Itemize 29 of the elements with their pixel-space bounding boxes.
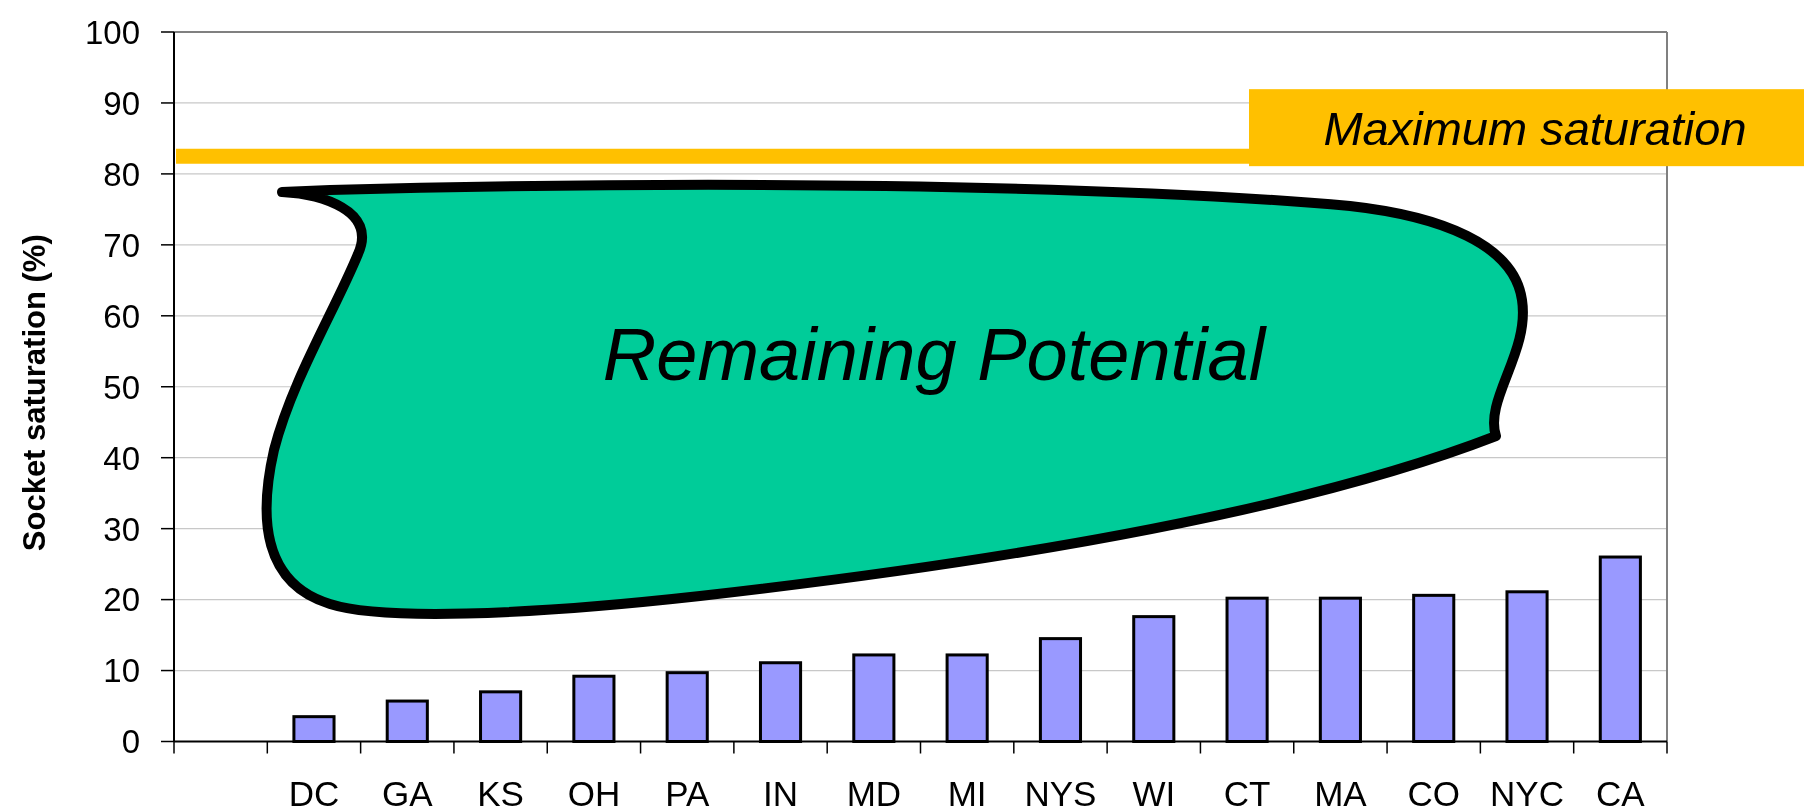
x-tick-label: MA — [1314, 774, 1368, 812]
y-tick-label: 20 — [103, 581, 140, 619]
ref-line-label: Maximum saturation — [1323, 102, 1747, 156]
y-tick-label: 50 — [103, 368, 140, 406]
x-tick-label: CT — [1223, 774, 1271, 812]
y-tick-label: 100 — [84, 13, 140, 51]
x-tick-label: MD — [846, 774, 902, 812]
y-tick-label: 0 — [121, 723, 140, 761]
x-tick-label: WI — [1132, 774, 1176, 812]
x-tick-label: CA — [1596, 774, 1646, 812]
x-tick-label: PA — [665, 774, 710, 812]
x-tick-label: NYS — [1024, 774, 1097, 812]
y-tick-label: 60 — [103, 297, 140, 335]
x-tick-label: DC — [288, 774, 340, 812]
x-tick-label: KS — [477, 774, 524, 812]
x-tick-label: MI — [947, 774, 987, 812]
y-tick-label: 40 — [103, 439, 140, 477]
y-tick-label: 10 — [103, 652, 140, 690]
x-tick-label: CO — [1407, 774, 1460, 812]
y-axis-title: Socket saturation (%) — [17, 234, 52, 552]
annotation: Remaining Potential — [602, 313, 1268, 396]
x-tick-label: IN — [763, 774, 799, 812]
y-tick-label: 30 — [103, 510, 140, 548]
y-tick-label: 90 — [103, 84, 140, 122]
y-tick-label: 70 — [103, 226, 140, 264]
x-tick-label: OH — [567, 774, 621, 812]
x-tick-label: GA — [381, 774, 434, 812]
x-tick-label: NYC — [1490, 774, 1564, 812]
y-tick-label: 80 — [103, 155, 140, 193]
